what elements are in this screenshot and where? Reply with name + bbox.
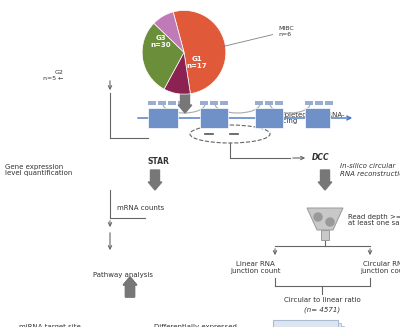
- FancyArrow shape: [318, 170, 332, 190]
- Text: G2
n=5 ←: G2 n=5 ←: [43, 70, 64, 81]
- FancyBboxPatch shape: [279, 326, 344, 327]
- FancyArrow shape: [123, 277, 137, 297]
- FancyArrow shape: [123, 277, 137, 297]
- Circle shape: [326, 218, 334, 226]
- FancyBboxPatch shape: [273, 320, 338, 327]
- Wedge shape: [154, 12, 184, 52]
- Text: In-silico circular
RNA reconstruction: In-silico circular RNA reconstruction: [340, 164, 400, 177]
- FancyBboxPatch shape: [148, 108, 178, 128]
- FancyArrow shape: [178, 93, 192, 113]
- Text: G3
n=30: G3 n=30: [151, 35, 171, 48]
- FancyBboxPatch shape: [200, 101, 208, 105]
- Text: Pathway analysis: Pathway analysis: [93, 272, 153, 278]
- FancyBboxPatch shape: [305, 108, 330, 128]
- FancyBboxPatch shape: [276, 323, 341, 327]
- FancyBboxPatch shape: [265, 101, 273, 105]
- Text: Read depth >=4 in
at least one sample: Read depth >=4 in at least one sample: [348, 214, 400, 227]
- Text: DCC: DCC: [312, 153, 330, 163]
- Text: Gene expression
level quantification: Gene expression level quantification: [5, 164, 72, 177]
- Text: Circular to linear ratio: Circular to linear ratio: [284, 297, 360, 303]
- Bar: [321, 230, 329, 240]
- FancyBboxPatch shape: [148, 101, 156, 105]
- Text: mRNA counts: mRNA counts: [117, 205, 164, 211]
- Text: G1
n=17: G1 n=17: [186, 56, 207, 69]
- FancyBboxPatch shape: [275, 101, 283, 105]
- Circle shape: [314, 213, 322, 221]
- Text: miRNA target site
prediction: miRNA target site prediction: [19, 323, 81, 327]
- Wedge shape: [164, 52, 190, 94]
- Text: Circular RNA
junction count: Circular RNA junction count: [360, 262, 400, 274]
- FancyBboxPatch shape: [315, 101, 323, 105]
- Text: Linear RNA
junction count: Linear RNA junction count: [230, 262, 280, 274]
- FancyBboxPatch shape: [158, 101, 166, 105]
- Text: Ribo-depleted Total RNA-
sequencing: Ribo-depleted Total RNA- sequencing: [258, 112, 344, 125]
- FancyBboxPatch shape: [325, 101, 333, 105]
- Text: STAR: STAR: [148, 158, 170, 166]
- Text: (n= 4571): (n= 4571): [304, 307, 340, 313]
- Wedge shape: [142, 23, 184, 89]
- Text: Differentially expressed
circular RNAs: Differentially expressed circular RNAs: [154, 323, 236, 327]
- Polygon shape: [307, 208, 343, 230]
- Text: MIBC
n=6: MIBC n=6: [223, 26, 294, 46]
- FancyBboxPatch shape: [220, 101, 228, 105]
- FancyBboxPatch shape: [255, 101, 263, 105]
- FancyBboxPatch shape: [255, 108, 283, 128]
- FancyBboxPatch shape: [200, 108, 228, 128]
- FancyBboxPatch shape: [210, 101, 218, 105]
- FancyBboxPatch shape: [305, 101, 313, 105]
- Wedge shape: [173, 10, 226, 94]
- FancyArrow shape: [148, 170, 162, 190]
- FancyBboxPatch shape: [178, 101, 186, 105]
- FancyBboxPatch shape: [168, 101, 176, 105]
